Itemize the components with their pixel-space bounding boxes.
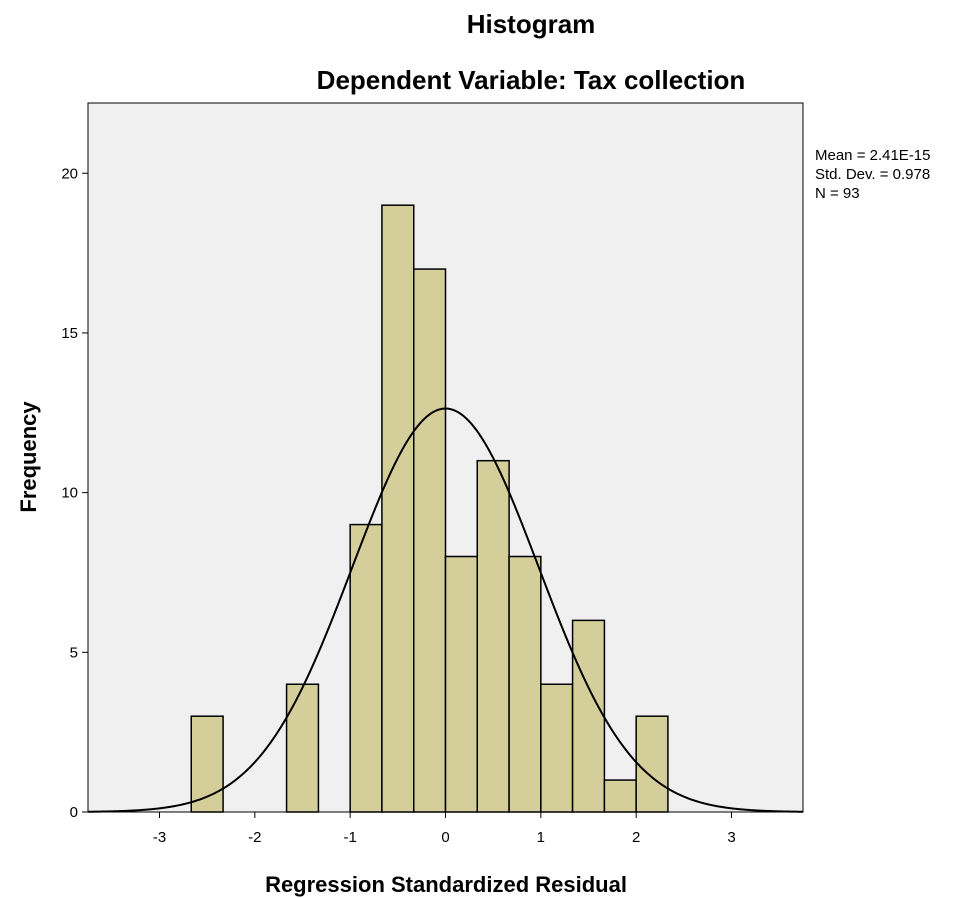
y-tick-label: 0: [70, 804, 78, 821]
x-tick-label: 0: [441, 829, 449, 846]
y-tick-label: 5: [70, 644, 78, 661]
histogram-bar: [603, 779, 637, 813]
x-tick-label: 3: [727, 829, 735, 846]
y-tick-label: 15: [61, 325, 78, 342]
bars-group: [190, 204, 669, 813]
histogram-bar: [413, 268, 447, 813]
y-axis-label: Frequency: [16, 401, 41, 513]
x-tick-label: -3: [153, 829, 166, 846]
x-tick-label: 2: [632, 829, 640, 846]
x-tick-label: 1: [537, 829, 545, 846]
stats-mean: Mean = 2.41E-15: [815, 147, 931, 164]
x-tick-label: -2: [248, 829, 261, 846]
histogram-bar: [508, 555, 542, 813]
x-tick-label: -1: [343, 829, 356, 846]
normal-curve: [87, 407, 804, 813]
stats-n: N = 93: [815, 185, 860, 202]
x-axis-ticks: -3 -2 -1 0 1 2 3: [153, 812, 736, 846]
histogram-bar: [349, 523, 383, 813]
histogram-bar: [381, 204, 415, 813]
histogram-bar: [571, 619, 606, 813]
histogram-bar: [540, 683, 574, 813]
chart-title: Histogram: [467, 9, 596, 39]
y-tick-label: 10: [61, 485, 78, 502]
histogram-bar: [444, 555, 478, 813]
histogram-bar: [476, 459, 510, 813]
y-tick-label: 20: [61, 165, 78, 182]
y-axis-ticks: 0 5 10 15 20: [61, 165, 88, 821]
stats-std-dev: Std. Dev. = 0.978: [815, 166, 930, 183]
stats-box: Mean = 2.41E-15 Std. Dev. = 0.978 N = 93: [815, 147, 931, 202]
x-axis-label: Regression Standardized Residual: [265, 872, 627, 897]
chart-subtitle: Dependent Variable: Tax collection: [317, 65, 746, 95]
histogram-bar: [285, 683, 320, 813]
histogram-bar: [635, 715, 669, 813]
